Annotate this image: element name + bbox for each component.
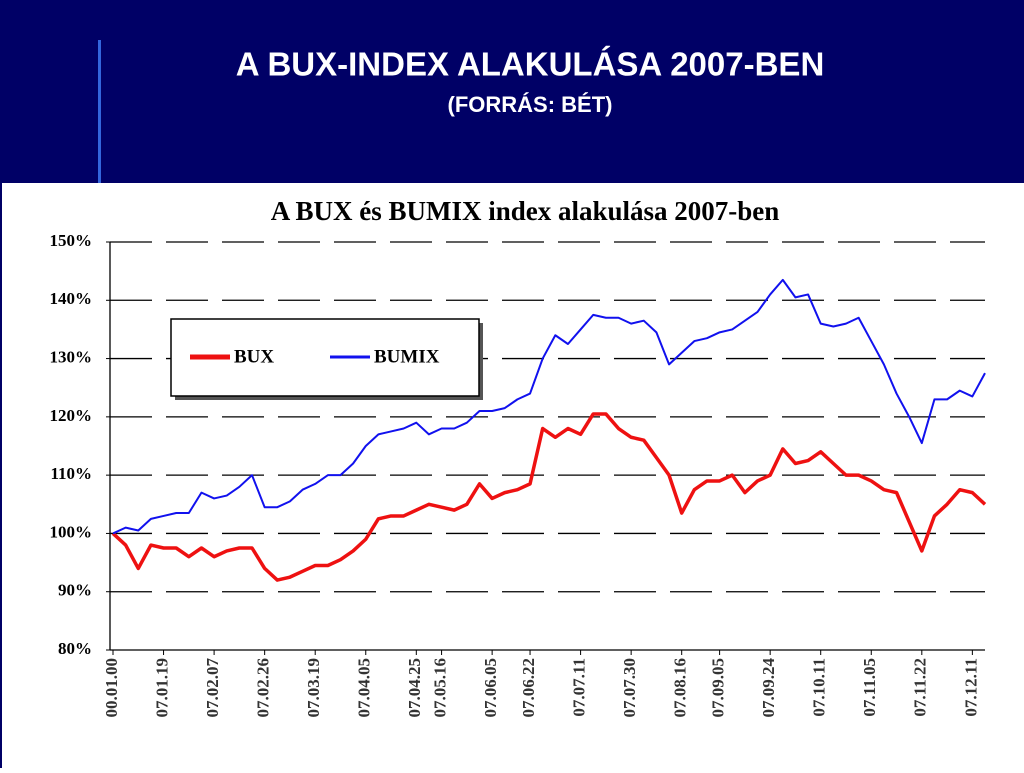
x-tick-label: 07.06.05 — [481, 658, 500, 718]
legend-label: BUX — [234, 346, 274, 367]
y-tick-label: 80% — [58, 639, 92, 658]
x-tick-label: 07.02.26 — [254, 658, 273, 718]
x-tick-label: 07.02.07 — [203, 658, 222, 718]
x-tick-label: 07.04.05 — [355, 658, 374, 718]
x-tick-label: 07.11.05 — [860, 658, 879, 717]
y-tick-label: 120% — [50, 406, 93, 425]
y-tick-label: 100% — [50, 522, 93, 541]
x-tick-label: 07.07.30 — [620, 658, 639, 718]
y-tick-label: 90% — [58, 581, 92, 600]
chart-title: A BUX és BUMIX index alakulása 2007-ben — [271, 196, 780, 226]
x-tick-label: 07.06.22 — [519, 658, 538, 718]
x-tick-label: 07.09.05 — [709, 658, 728, 718]
y-tick-label: 150% — [50, 231, 93, 250]
accent-line — [98, 40, 101, 183]
y-tick-label: 130% — [50, 347, 93, 366]
slide-subtitle: (FORRÁS: BÉT) — [448, 92, 613, 117]
left-border — [0, 183, 2, 768]
x-tick-label: 07.05.16 — [430, 658, 449, 718]
x-tick-label: 07.08.16 — [671, 658, 690, 718]
x-tick-label: 07.03.19 — [304, 658, 323, 718]
x-tick-label: 07.01.19 — [152, 658, 171, 718]
x-tick-label: 00.01.00 — [102, 658, 121, 718]
x-tick-label: 07.07.11 — [570, 658, 589, 717]
x-tick-label: 07.09.24 — [759, 658, 778, 718]
x-tick-label: 07.04.25 — [405, 658, 424, 718]
x-tick-label: 07.11.22 — [911, 658, 930, 717]
plot: 80% 90% 100% 110% 120% 130% 140% 150% 00.01.00 07… — [50, 231, 987, 718]
slide-title: A BUX-INDEX ALAKULÁSA 2007-BEN — [236, 46, 825, 83]
y-tick-label: 140% — [50, 289, 93, 308]
x-tick-label: 07.10.11 — [810, 658, 829, 717]
legend-items: BUX BUMIX — [190, 346, 440, 367]
y-tick-label: 110% — [50, 464, 92, 483]
series-line — [112, 278, 986, 535]
legend-label: BUMIX — [374, 346, 440, 367]
series-line — [111, 412, 987, 582]
x-tick-label: 07.12.11 — [961, 658, 980, 717]
header-band — [0, 0, 1024, 183]
